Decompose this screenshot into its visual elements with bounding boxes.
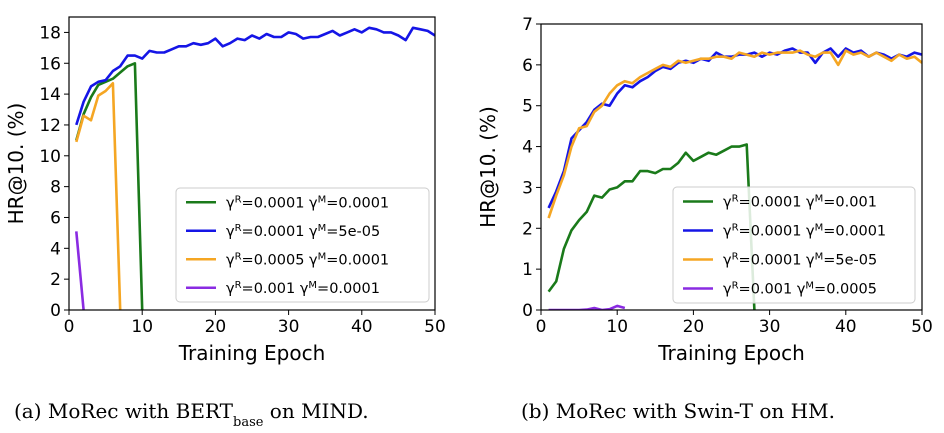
x-tick-label: 0 <box>536 317 547 337</box>
series-line-2 <box>75 82 122 310</box>
y-tick-label: 2 <box>522 219 533 239</box>
y-tick-label: 12 <box>39 116 61 136</box>
series-line-1 <box>547 47 922 209</box>
series-line-0 <box>75 61 144 310</box>
y-tick-label: 10 <box>39 147 61 167</box>
legend-entry: γR=0.0001 γM=0.001 <box>723 193 877 211</box>
chart-panel-b: 0 1 2 3 4 5 6 7 0 10 20 30 40 50 Training Epoch HR@10. … <box>476 15 933 423</box>
y-tick-label: 0 <box>50 301 61 321</box>
x-tick-label: 30 <box>759 317 781 337</box>
x-axis-label: Training Epoch <box>657 341 805 365</box>
y-axis-label: HR@10. (%) <box>4 103 28 225</box>
plot-frame <box>68 16 436 311</box>
y-tick-label: 2 <box>50 270 61 290</box>
legend-entry: γR=0.0001 γM=0.0001 <box>723 222 886 240</box>
legend-box <box>672 186 916 304</box>
x-tick-label: 40 <box>351 317 373 337</box>
series-line-2 <box>547 49 922 219</box>
figure-caption: (b) MoRec with Swin-T on HM. <box>521 399 835 423</box>
y-tick-label: 4 <box>522 138 533 158</box>
y-tick-label: 3 <box>522 178 533 198</box>
x-tick-label: 20 <box>683 317 705 337</box>
series-line-3 <box>548 304 626 310</box>
legend-entry: γR=0.0001 γM=0.0001 <box>226 194 389 212</box>
series-line-3 <box>75 231 85 310</box>
x-tick-label: 0 <box>64 317 75 337</box>
y-tick-label: 5 <box>522 97 533 117</box>
y-tick-label: 6 <box>522 56 533 76</box>
legend-entry: γR=0.0001 γM=5e-05 <box>226 222 380 240</box>
y-tick-label: 0 <box>522 301 533 321</box>
legend-box <box>175 187 430 303</box>
legend-entry: γR=0.001 γM=0.0005 <box>723 280 877 298</box>
legend-entry: γR=0.0005 γM=0.0001 <box>226 251 389 269</box>
y-axis-label: HR@10. (%) <box>476 106 500 228</box>
series-line-0 <box>547 143 756 310</box>
plot-frame <box>540 23 923 311</box>
x-tick-label: 20 <box>205 317 227 337</box>
figure-caption: (a) MoRec with BERTbase on MIND. <box>14 399 369 430</box>
y-tick-label: 1 <box>522 260 533 280</box>
chart-panel-a: 0 2 4 6 8 10 12 14 16 18 0 10 20 30 40 50 Training Epoch… <box>4 16 446 430</box>
legend-entry: γR=0.0001 γM=5e-05 <box>723 251 877 269</box>
x-tick-label: 10 <box>131 317 153 337</box>
x-tick-label: 10 <box>606 317 628 337</box>
x-tick-label: 50 <box>424 317 446 337</box>
y-tick-label: 18 <box>39 23 61 43</box>
y-tick-label: 14 <box>39 85 61 105</box>
y-tick-label: 6 <box>50 208 61 228</box>
x-tick-label: 30 <box>278 317 300 337</box>
y-tick-label: 7 <box>522 15 533 35</box>
y-tick-label: 16 <box>39 54 61 74</box>
y-tick-label: 8 <box>50 178 61 198</box>
legend-entry: γR=0.001 γM=0.0001 <box>226 279 380 297</box>
y-tick-label: 4 <box>50 239 61 259</box>
x-axis-label: Training Epoch <box>178 341 326 365</box>
series-line-1 <box>75 26 435 126</box>
x-tick-label: 40 <box>835 317 857 337</box>
x-tick-label: 50 <box>911 317 933 337</box>
